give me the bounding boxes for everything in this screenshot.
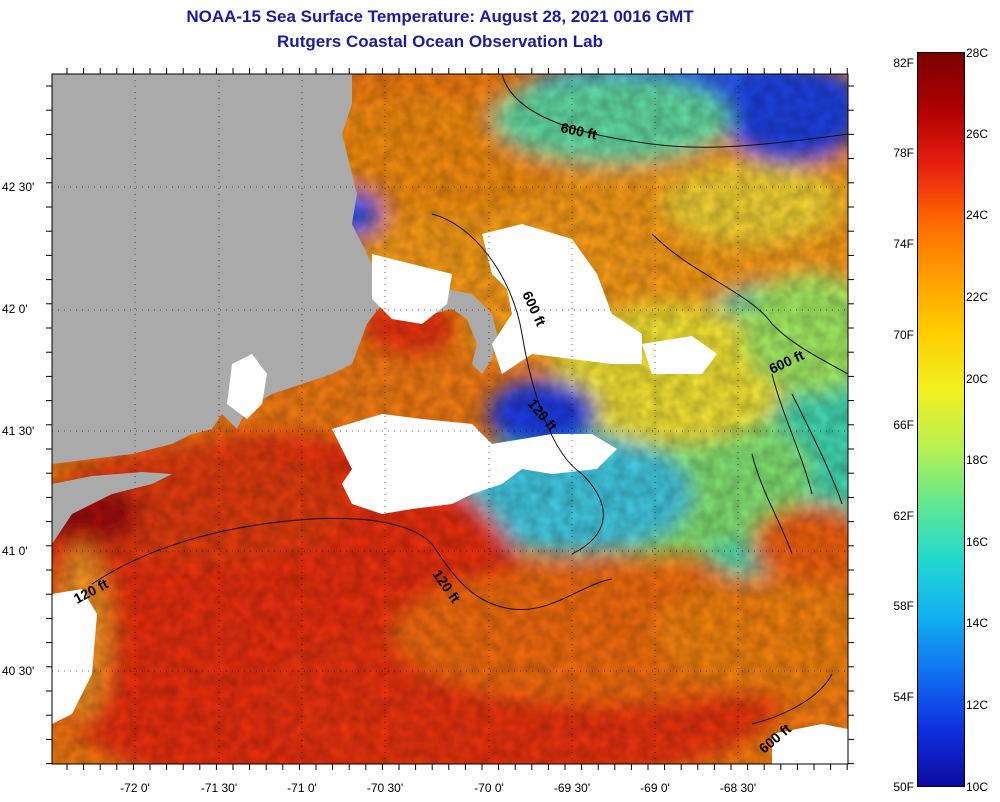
lon-label: -70 0' xyxy=(474,781,504,795)
map-frame-border xyxy=(51,73,849,765)
colorbar-f-label: 62F xyxy=(893,509,914,523)
colorbar-f-label: 82F xyxy=(893,56,914,70)
lon-label: -69 30' xyxy=(553,781,591,795)
contour-label: 600 ft xyxy=(559,119,598,142)
colorbar-f-label: 58F xyxy=(893,599,914,613)
lat-label: 41 0' xyxy=(2,544,28,558)
colorbar-c-label: 22C xyxy=(966,290,989,304)
cloud-area xyxy=(642,336,717,374)
lon-label: -69 0' xyxy=(640,781,670,795)
cloud-area xyxy=(227,354,267,419)
colorbar-c-label: 20C xyxy=(966,372,989,386)
contour-canyons xyxy=(751,373,843,555)
colorbar-c-label: 16C xyxy=(966,535,989,549)
title-line-2: Rutgers Coastal Ocean Observation Lab xyxy=(277,32,603,51)
lon-label: -71 30' xyxy=(200,781,238,795)
colorbar-f-label: 78F xyxy=(893,146,914,160)
bathymetry-contours xyxy=(91,74,848,725)
colorbar-c-label: 24C xyxy=(966,208,989,222)
cloud-area xyxy=(372,254,452,324)
cloud-area xyxy=(772,724,848,764)
cloud-area xyxy=(52,589,97,724)
colorbar-f-label: 74F xyxy=(893,237,914,251)
lat-label: 41 30' xyxy=(2,424,35,438)
lat-label: 40 30' xyxy=(2,664,35,678)
mainland xyxy=(52,74,382,464)
lon-label: -70 30' xyxy=(366,781,404,795)
temperature-colorbar xyxy=(917,52,965,787)
colorbar-c-label: 28C xyxy=(966,46,989,60)
colorbar-c-label: 26C xyxy=(966,127,989,141)
contour-600ft-north xyxy=(501,74,848,148)
graticule xyxy=(52,74,848,764)
colorbar-f-label: 50F xyxy=(893,780,914,794)
contour-600ft-east xyxy=(651,233,848,375)
title-line-1: NOAA-15 Sea Surface Temperature: August … xyxy=(186,7,694,26)
lat-label: 42 30' xyxy=(2,180,35,194)
cloud-area xyxy=(332,414,617,514)
colorbar-c-label: 14C xyxy=(966,616,989,630)
colorbar-f-label: 66F xyxy=(893,418,914,432)
colorbar-c-label: 18C xyxy=(966,453,989,467)
colorbar-f-label: 70F xyxy=(893,328,914,342)
cape-cod xyxy=(432,289,497,374)
long-island xyxy=(52,472,172,544)
colorbar-f-label: 54F xyxy=(893,690,914,704)
sst-map: 600 ft 600 ft 600 ft 600 ft 120 ft 120 f… xyxy=(52,74,848,764)
colorbar-c-label: 10C xyxy=(966,780,989,794)
contour-120ft-shoals xyxy=(431,213,604,555)
colorbar-c-label: 12C xyxy=(966,698,989,712)
lon-label: -72 0' xyxy=(120,781,150,795)
contour-600ft-se xyxy=(751,673,833,725)
lon-label: -71 0' xyxy=(287,781,317,795)
sst-map-canvas: 600 ft 600 ft 600 ft 600 ft 120 ft 120 f… xyxy=(52,74,848,764)
contour-120ft-south xyxy=(91,517,613,611)
lat-label: 42 0' xyxy=(2,302,28,316)
lon-label: -68 30' xyxy=(719,781,757,795)
